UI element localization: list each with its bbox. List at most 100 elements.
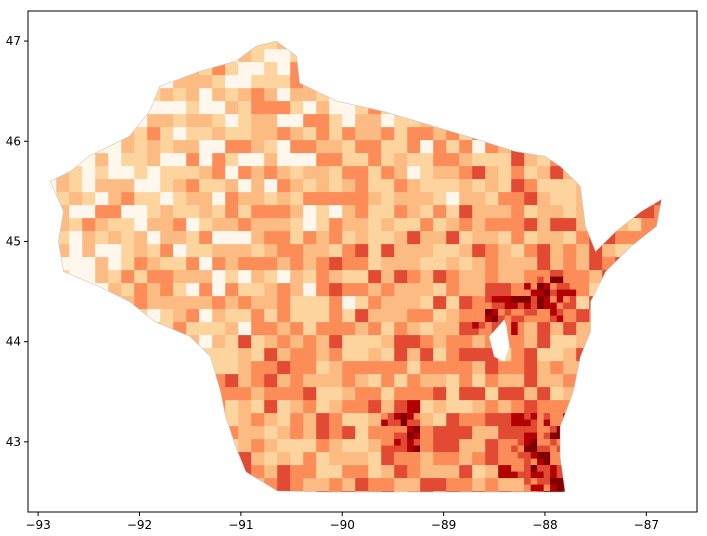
subdivision-cell: [576, 283, 590, 297]
subdivision-cell: [446, 153, 460, 167]
urban-subdivision-cell: [485, 315, 492, 323]
subdivision-cell: [316, 166, 330, 180]
subdivision-cell: [563, 244, 577, 258]
subdivision-cell: [95, 192, 109, 206]
subdivision-cell: [511, 231, 525, 245]
subdivision-cell: [381, 452, 395, 466]
subdivision-cell: [329, 153, 343, 167]
subdivision-cell: [355, 478, 369, 492]
subdivision-cell: [381, 400, 395, 414]
subdivision-cell: [238, 387, 252, 401]
subdivision-cell: [563, 179, 577, 193]
urban-subdivision-cell: [511, 289, 518, 297]
subdivision-cell: [251, 140, 265, 154]
subdivision-cell: [407, 257, 421, 271]
urban-subdivision-cell: [420, 445, 427, 453]
urban-subdivision-cell: [537, 452, 544, 459]
urban-subdivision-cell: [530, 471, 538, 479]
subdivision-cell: [108, 270, 122, 284]
subdivision-cell: [238, 257, 252, 271]
subdivision-cell: [537, 205, 551, 219]
urban-subdivision-cell: [550, 452, 557, 459]
urban-subdivision-cell: [394, 432, 401, 440]
subdivision-cell: [355, 140, 369, 154]
urban-subdivision-cell: [543, 289, 551, 297]
subdivision-cell: [121, 179, 135, 193]
subdivision-cell: [186, 166, 200, 180]
subdivision-cell: [511, 244, 525, 258]
subdivision-cell: [134, 205, 148, 219]
subdivision-cell: [212, 296, 226, 310]
urban-subdivision-cell: [530, 484, 538, 492]
urban-subdivision-cell: [407, 419, 414, 427]
subdivision-cell: [264, 465, 278, 479]
subdivision-cell: [264, 452, 278, 466]
urban-subdivision-cell: [537, 471, 544, 479]
subdivision-cell: [485, 465, 499, 479]
subdivision-cell: [394, 491, 408, 492]
urban-subdivision-cell: [491, 296, 499, 303]
urban-subdivision-cell: [387, 426, 395, 433]
subdivision-cell: [433, 452, 447, 466]
subdivision-cell: [277, 140, 291, 154]
urban-subdivision-cell: [537, 296, 544, 303]
subdivision-cell: [121, 140, 135, 154]
subdivision-cell: [550, 166, 564, 180]
subdivision-cell: [160, 205, 174, 219]
urban-subdivision-cell: [556, 309, 564, 316]
subdivision-cell: [433, 400, 447, 414]
urban-subdivision-cell: [394, 426, 401, 433]
urban-subdivision-cell: [550, 478, 557, 485]
urban-subdivision-cell: [550, 458, 557, 466]
subdivision-cell: [550, 257, 564, 271]
subdivision-cell: [472, 426, 486, 440]
subdivision-cell: [433, 283, 447, 297]
subdivision-cell: [446, 387, 460, 401]
subdivision-cell: [563, 205, 577, 219]
urban-subdivision-cell: [569, 302, 577, 310]
urban-subdivision-cell: [511, 328, 518, 336]
subdivision-cell: [290, 478, 304, 492]
urban-subdivision-cell: [413, 426, 421, 433]
subdivision-cell: [212, 231, 226, 245]
subdivision-cell: [251, 88, 265, 102]
urban-subdivision-cell: [537, 289, 544, 297]
subdivision-cell: [563, 361, 577, 375]
subdivision-cell: [303, 452, 317, 466]
subdivision-cell: [498, 270, 512, 284]
subdivision-cell: [537, 348, 551, 362]
urban-subdivision-cell: [517, 302, 525, 310]
subdivision-cell: [264, 166, 278, 180]
subdivision-cell: [615, 231, 629, 245]
urban-subdivision-cell: [569, 283, 577, 290]
subdivision-cell: [368, 166, 382, 180]
subdivision-cell: [485, 439, 499, 453]
subdivision-cell: [355, 452, 369, 466]
subdivision-cell: [238, 296, 252, 310]
subdivision-cell: [316, 439, 330, 453]
urban-subdivision-cell: [407, 413, 414, 420]
subdivision-cell: [108, 179, 122, 193]
subdivision-cell: [277, 452, 291, 466]
subdivision-cell: [225, 75, 239, 89]
subdivision-cell: [524, 491, 538, 492]
subdivision-cell: [316, 179, 330, 193]
subdivision-cell: [342, 179, 356, 193]
urban-subdivision-cell: [491, 302, 499, 310]
subdivision-cell: [212, 75, 226, 89]
subdivision-cell: [446, 205, 460, 219]
subdivision-cell: [329, 309, 343, 323]
urban-subdivision-cell: [517, 465, 525, 472]
urban-subdivision-cell: [550, 491, 557, 492]
subdivision-cell: [329, 491, 343, 492]
urban-subdivision-cell: [524, 458, 531, 466]
subdivision-cell: [290, 218, 304, 232]
subdivision-cell: [316, 257, 330, 271]
urban-subdivision-cell: [530, 426, 538, 433]
subdivision-cell: [407, 361, 421, 375]
subdivision-cell: [368, 387, 382, 401]
subdivision-cell: [511, 400, 525, 414]
subdivision-cell: [433, 140, 447, 154]
urban-subdivision-cell: [550, 289, 557, 297]
subdivision-cell: [472, 400, 486, 414]
